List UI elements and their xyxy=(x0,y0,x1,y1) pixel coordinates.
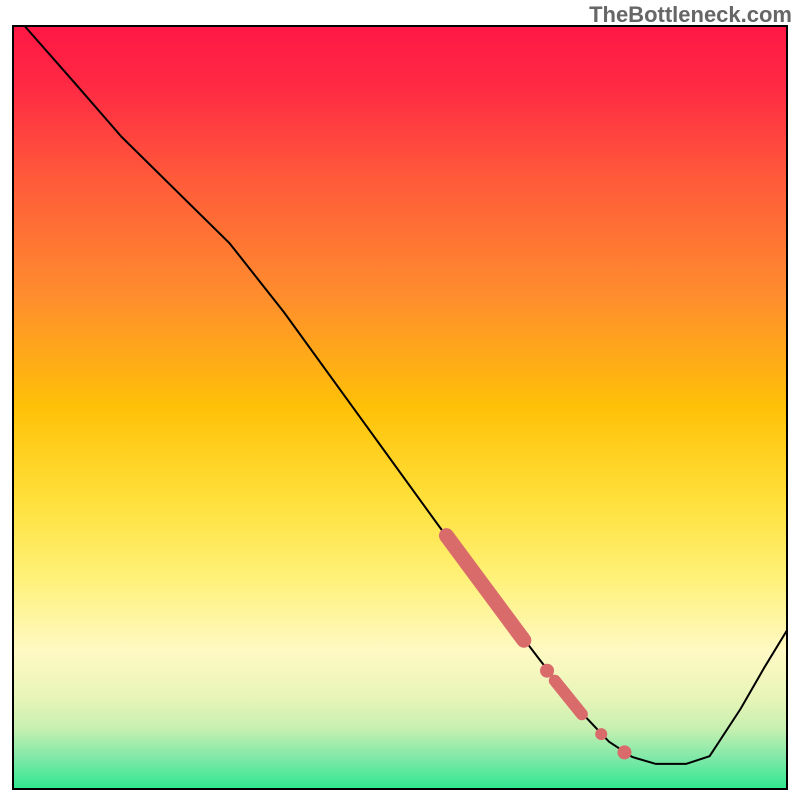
data-marker-dot xyxy=(617,745,631,759)
watermark-label: TheBottleneck.com xyxy=(589,2,792,28)
chart-svg xyxy=(0,0,800,800)
bottleneck-chart: TheBottleneck.com xyxy=(0,0,800,800)
data-marker-dot xyxy=(595,728,607,740)
chart-background xyxy=(13,26,787,789)
